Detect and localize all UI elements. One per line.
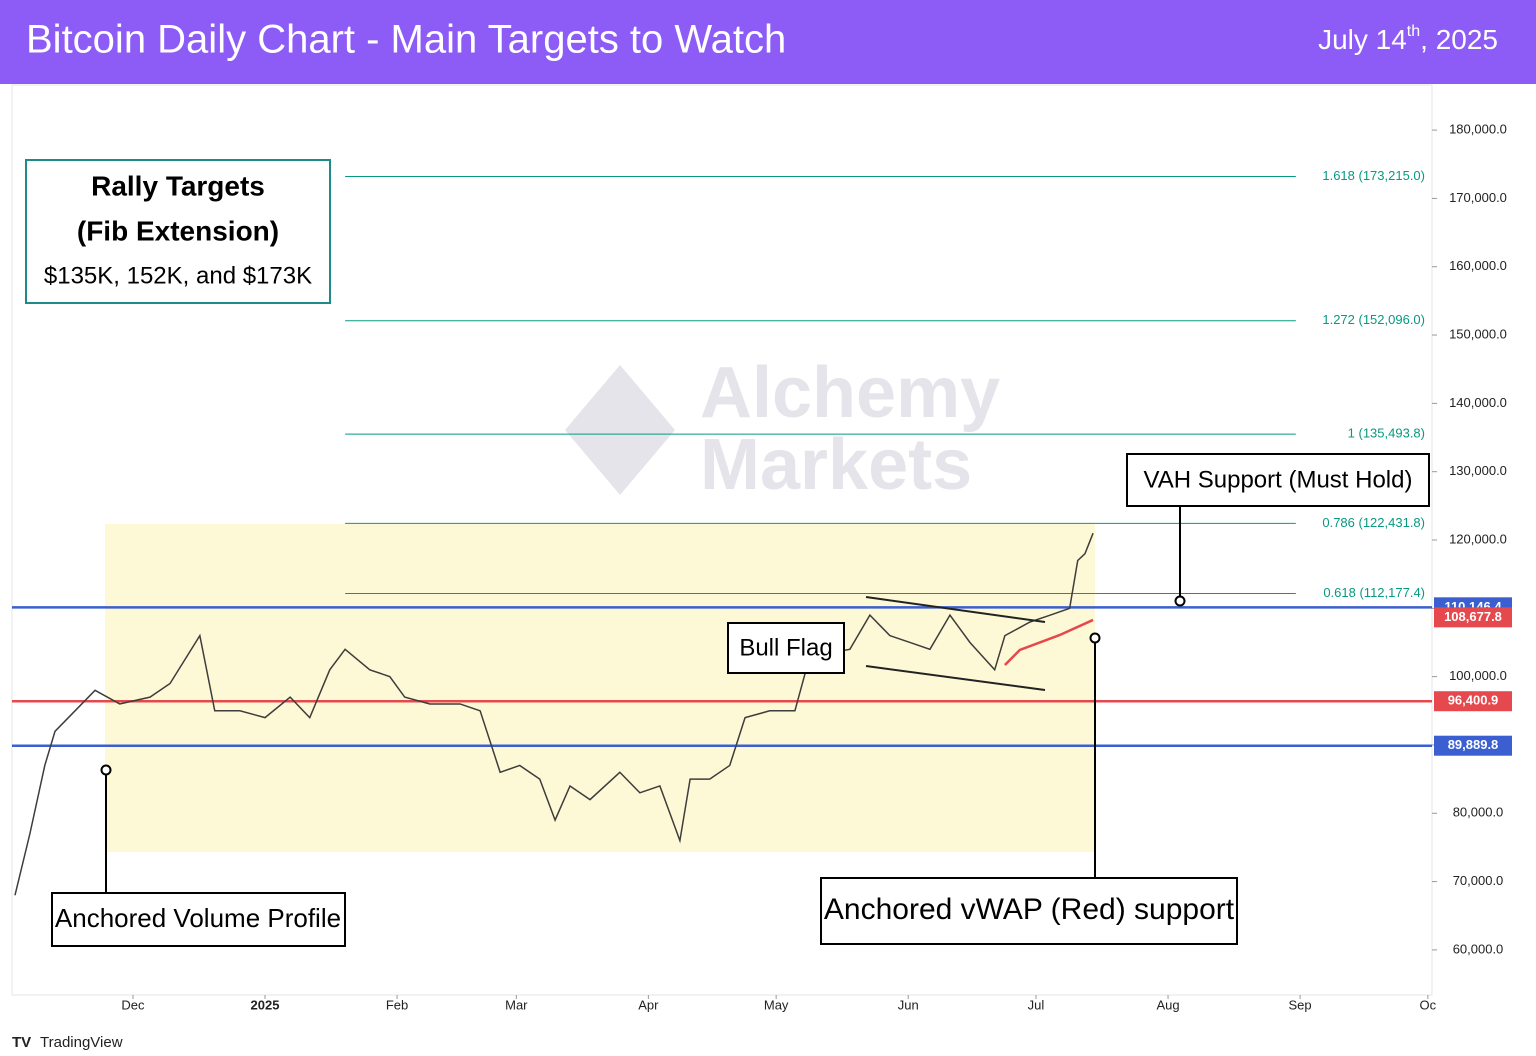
y-tick-label: 80,000.0 xyxy=(1453,805,1504,820)
price-level-label: 96,400.9 xyxy=(1448,693,1499,708)
x-tick-label: 2025 xyxy=(251,997,280,1012)
header xyxy=(0,0,1536,84)
fib-label: 1.272 (152,096.0) xyxy=(1322,312,1425,327)
date: July 14th, 2025 xyxy=(1318,23,1498,55)
series-line xyxy=(14,532,1094,896)
rally-subtitle: (Fib Extension) xyxy=(77,215,279,246)
y-tick-label: 180,000.0 xyxy=(1449,122,1507,137)
watermark-text: Alchemy xyxy=(700,353,1000,433)
x-tick-label: Sep xyxy=(1289,997,1312,1012)
flag-upper xyxy=(865,596,1046,623)
connector-dot xyxy=(100,764,112,776)
flag-lower xyxy=(865,665,1046,691)
y-tick-label: 170,000.0 xyxy=(1449,190,1507,205)
x-tick-label: Apr xyxy=(638,997,659,1012)
y-tick-label: 100,000.0 xyxy=(1449,668,1507,683)
x-tick-label: May xyxy=(764,997,789,1012)
rally-values: $135K, 152K, and $173K xyxy=(44,262,312,289)
flag-box xyxy=(727,622,845,674)
x-tick-label: Aug xyxy=(1156,997,1179,1012)
rally-title: Rally Targets xyxy=(91,170,265,201)
y-tick-label: 60,000.0 xyxy=(1453,941,1504,956)
x-tick-label: Mar xyxy=(505,997,528,1012)
price-level-label: 89,889.8 xyxy=(1448,737,1499,752)
price-level-label: 108,677.8 xyxy=(1444,609,1502,624)
title: Bitcoin Daily Chart - Main Targets to Wa… xyxy=(26,18,786,62)
watermark: Alchemy Markets xyxy=(565,353,1000,505)
y-tick-label: 70,000.0 xyxy=(1453,873,1504,888)
x-tick-label: Jun xyxy=(898,997,919,1012)
avp-box xyxy=(51,892,346,947)
y-tick-label: 120,000.0 xyxy=(1449,531,1507,546)
brand-logo: TV xyxy=(12,1034,31,1051)
price-level-tag xyxy=(1434,691,1512,712)
fib-label: 0.618 (112,177.4) xyxy=(1323,585,1425,600)
date-sup: th xyxy=(1407,23,1420,40)
watermark-logo xyxy=(565,365,675,495)
fib-label: 1.618 (173,215.0) xyxy=(1322,168,1425,183)
y-tick-label: 140,000.0 xyxy=(1449,395,1507,410)
fib-label: 1 (135,493.8) xyxy=(1348,426,1425,441)
x-tick-label: Jul xyxy=(1028,997,1045,1012)
rally-box xyxy=(25,159,331,304)
connector-dot xyxy=(1089,632,1101,644)
watermark-text: Markets xyxy=(700,425,972,505)
brand: TradingView xyxy=(40,1034,123,1051)
x-tick-label: Oc xyxy=(1420,997,1437,1012)
price-level-tag xyxy=(1434,607,1512,628)
price-level-tag xyxy=(1434,735,1512,756)
vwap-box xyxy=(820,877,1238,945)
volume-profile-range xyxy=(105,524,1095,852)
avp-label: Anchored Volume Profile xyxy=(55,903,341,933)
y-tick-label: 150,000.0 xyxy=(1449,326,1507,341)
date-main: July 14 xyxy=(1318,24,1407,55)
y-tick-label: 130,000.0 xyxy=(1449,463,1507,478)
series-line xyxy=(1004,618,1094,666)
date-rest: , 2025 xyxy=(1420,24,1498,55)
y-tick-label: 160,000.0 xyxy=(1449,258,1507,273)
flag-label: Bull Flag xyxy=(739,634,832,661)
x-tick-label: Feb xyxy=(386,997,408,1012)
fib-label: 0.786 (122,431.8) xyxy=(1322,515,1425,530)
vah-box xyxy=(1126,453,1430,507)
vwap-label: Anchored vWAP (Red) support xyxy=(824,893,1235,926)
connector-dot xyxy=(1174,595,1186,607)
vah-label: VAH Support (Must Hold) xyxy=(1144,466,1413,493)
x-tick-label: Dec xyxy=(121,997,145,1012)
